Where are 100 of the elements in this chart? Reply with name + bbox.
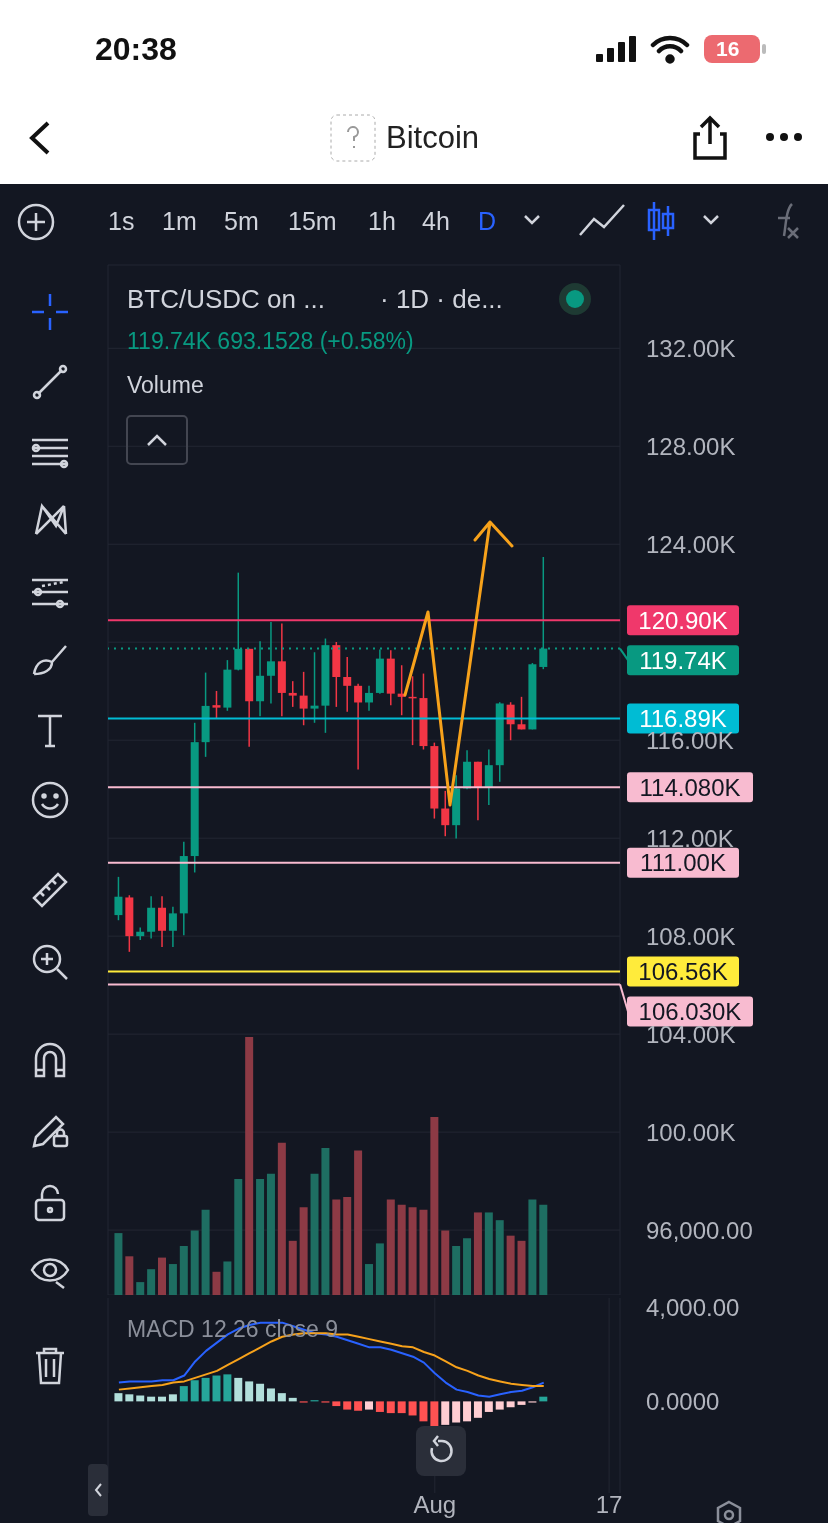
y-tick-label: 4,000.00 <box>646 1293 740 1321</box>
bar <box>147 1269 156 1295</box>
line-series <box>117 1321 545 1398</box>
bar <box>452 1401 461 1423</box>
candlestick <box>441 790 450 837</box>
bar <box>201 1377 210 1402</box>
text: 5m <box>224 207 259 235</box>
text: 15m <box>288 207 337 235</box>
candlestick <box>299 671 308 726</box>
bar <box>473 1212 482 1295</box>
bar <box>234 1178 243 1295</box>
candlestick <box>354 683 363 771</box>
y-tick-label: 112.00K <box>646 824 734 852</box>
ref-line-label: 120.90K <box>638 606 728 634</box>
bar <box>386 1199 395 1295</box>
bar <box>495 1401 504 1410</box>
bar <box>408 1207 417 1295</box>
bar <box>332 1401 341 1407</box>
bar <box>266 1388 275 1402</box>
bar <box>463 1238 472 1295</box>
candlestick <box>114 876 123 921</box>
bar <box>179 1245 188 1295</box>
bar <box>125 1256 134 1295</box>
bar <box>245 1381 254 1402</box>
y-tick-label: 124.00K <box>646 530 736 558</box>
bar <box>397 1401 406 1414</box>
bar <box>332 1199 341 1295</box>
bar <box>168 1394 177 1402</box>
text: 1h <box>368 207 396 235</box>
candlestick <box>168 906 177 948</box>
bar <box>354 1150 363 1295</box>
bar <box>484 1212 493 1295</box>
chart-title: Bitcoin <box>386 120 480 155</box>
bar <box>473 1401 482 1418</box>
bar <box>114 1393 123 1402</box>
x-tick-label: Aug <box>413 1491 457 1518</box>
bar <box>168 1264 177 1295</box>
y-tick-label: 132.00K <box>646 334 736 362</box>
bar <box>430 1116 439 1295</box>
bar <box>419 1209 428 1295</box>
text: BTC/USDC on ... <box>127 284 325 314</box>
bar <box>441 1401 450 1425</box>
candlestick <box>343 656 352 713</box>
bar <box>125 1394 134 1402</box>
bar <box>506 1401 515 1408</box>
text: 16 <box>716 37 740 60</box>
bar <box>386 1401 395 1414</box>
candlestick <box>310 651 319 724</box>
bar <box>256 1383 265 1402</box>
bar <box>277 1142 286 1295</box>
y-tick-label: 108.00K <box>646 922 736 950</box>
candlestick <box>484 748 493 806</box>
bar <box>539 1204 548 1295</box>
bar <box>266 1173 275 1295</box>
text: 1m <box>162 207 197 235</box>
bar <box>343 1196 352 1295</box>
bar <box>375 1401 384 1412</box>
y-tick-label: 100.00K <box>646 1118 736 1146</box>
bar <box>288 1240 297 1295</box>
candlestick <box>158 895 167 948</box>
y-tick-label: 128.00K <box>646 432 736 460</box>
bar <box>201 1209 210 1295</box>
ref-line-label: 111.00K <box>640 849 726 877</box>
bar <box>343 1401 352 1410</box>
bar <box>190 1230 199 1295</box>
bar <box>528 1199 537 1295</box>
bar <box>136 1282 145 1295</box>
bar <box>321 1147 330 1295</box>
candlestick <box>147 895 156 940</box>
bar <box>158 1257 167 1295</box>
ref-line-label: 119.74K <box>639 646 727 674</box>
bar <box>365 1401 373 1410</box>
y-tick-label: 0.0000 <box>646 1387 720 1415</box>
bar <box>506 1235 515 1295</box>
bar <box>179 1386 188 1402</box>
bar <box>277 1393 286 1402</box>
bar <box>256 1178 265 1295</box>
bar <box>408 1401 417 1416</box>
bar <box>190 1380 199 1402</box>
bar <box>495 1220 504 1295</box>
text: 4h <box>422 207 450 235</box>
ref-line-label: 106.56K <box>638 957 728 985</box>
bar <box>223 1261 232 1295</box>
bar <box>354 1401 363 1411</box>
bar <box>397 1204 406 1295</box>
ref-line-label: 114.080K <box>639 773 741 801</box>
candlestick <box>517 696 526 731</box>
annotation: 119.74K 693.1528 (+0.58%) <box>127 328 414 354</box>
bar <box>441 1230 450 1295</box>
bar <box>430 1401 439 1427</box>
text: 1s <box>108 207 135 235</box>
bar <box>463 1401 472 1422</box>
bar <box>375 1243 384 1295</box>
x-tick-label: 17 <box>595 1491 623 1518</box>
bar <box>245 1037 254 1295</box>
bar <box>517 1240 526 1295</box>
text: D <box>478 207 497 235</box>
bar <box>234 1377 243 1402</box>
bar <box>517 1401 526 1405</box>
candlestick <box>212 690 221 720</box>
